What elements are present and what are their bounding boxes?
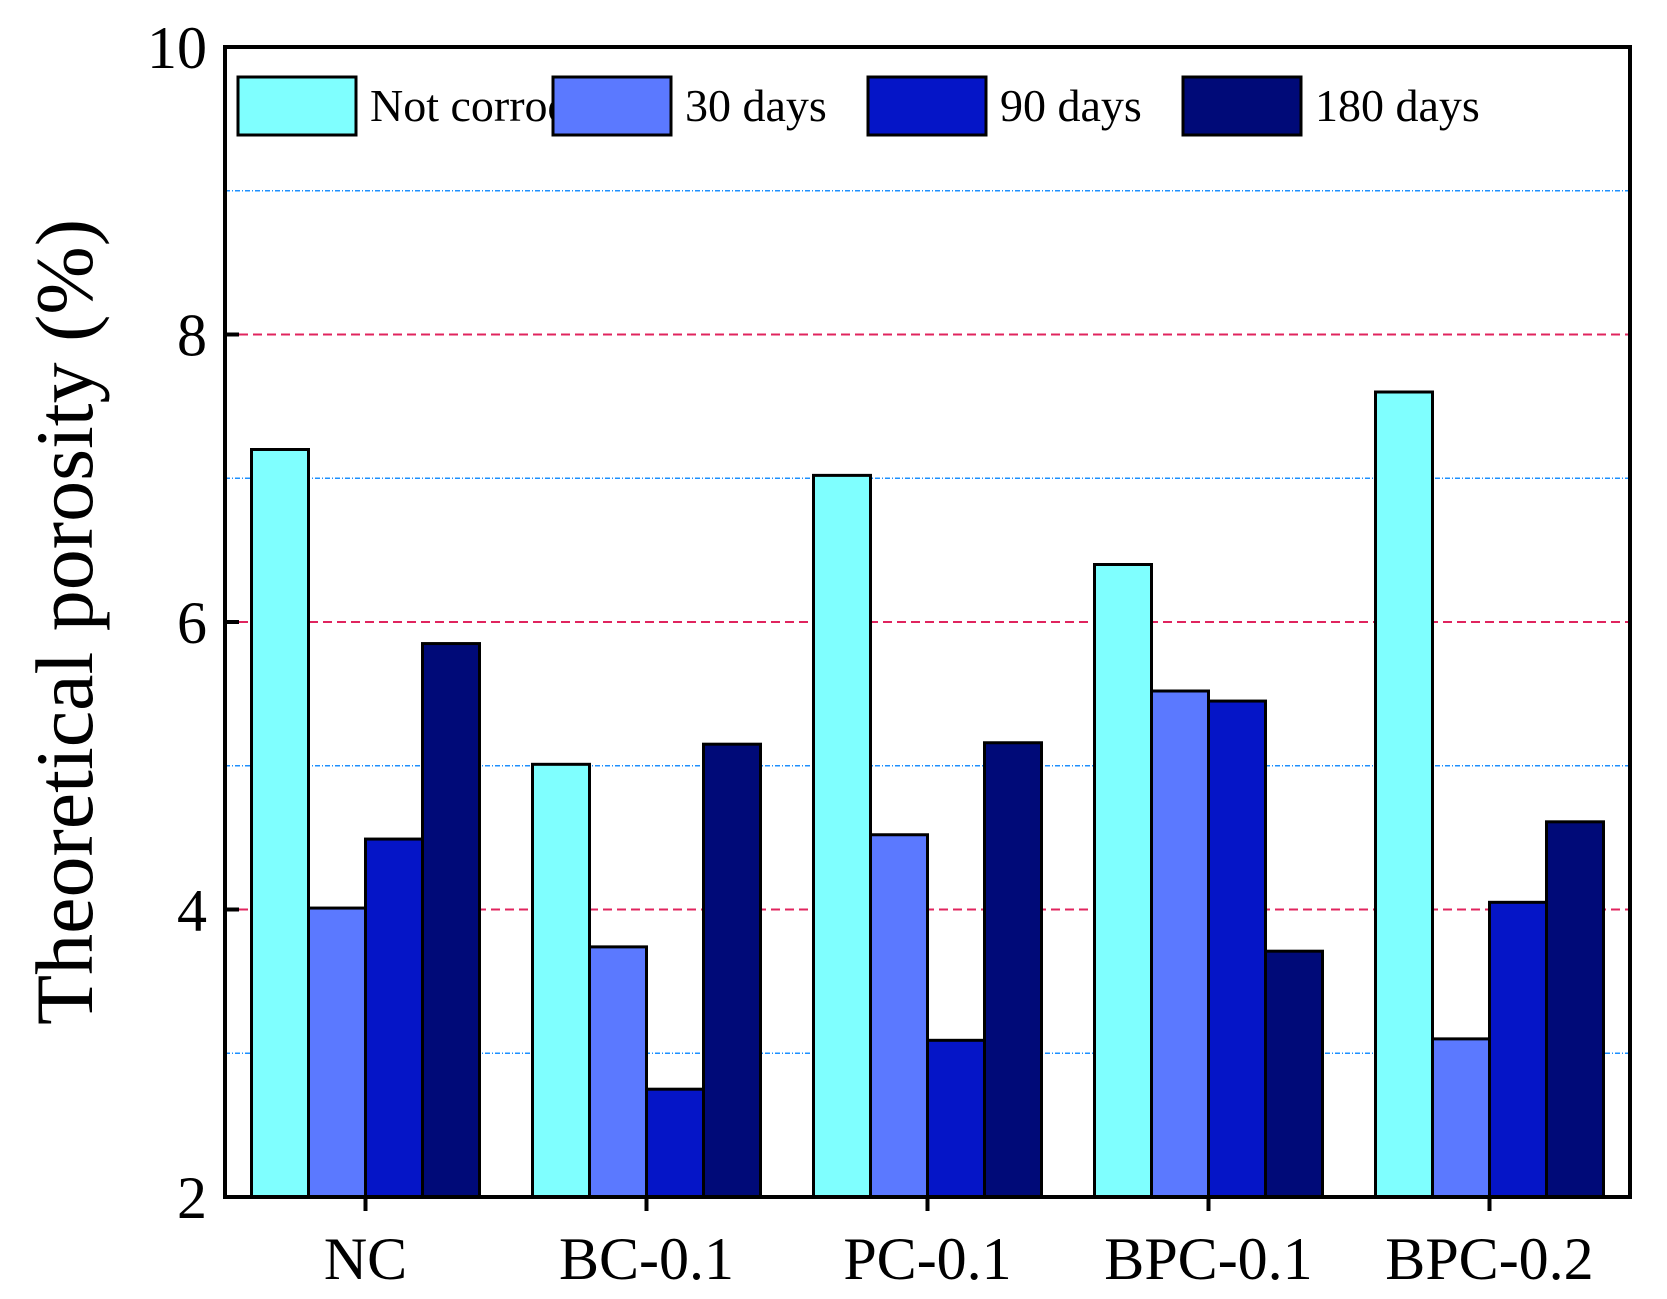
x-axis-ticks: NC BC-0.1 PC-0.1 BPC-0.1 BPC-0.2 bbox=[324, 1197, 1594, 1292]
y-tick-label: 2 bbox=[177, 1165, 207, 1231]
bar-bc-0-1-180-days bbox=[702, 742, 762, 1199]
bar-bpc-0-1-30-days bbox=[1150, 689, 1210, 1199]
bar-bpc-0-2-not-corroded bbox=[1374, 390, 1434, 1199]
bar-pc-0-1-not-corroded bbox=[812, 473, 872, 1199]
bar-nc-90-days bbox=[364, 837, 424, 1199]
x-tick-label: PC-0.1 bbox=[843, 1226, 1011, 1292]
bar-bpc-0-2-180-days bbox=[1545, 820, 1605, 1199]
bar-pc-0-1-180-days bbox=[983, 741, 1043, 1199]
y-tick-label: 6 bbox=[177, 590, 207, 656]
bar-pc-0-1-30-days bbox=[869, 833, 929, 1199]
y-axis-title: Theoretical porosity (%) bbox=[19, 219, 110, 1025]
y-tick-label: 8 bbox=[177, 303, 207, 369]
bars bbox=[250, 390, 1605, 1199]
legend: Not corroded 30 days 90 days 180 days bbox=[236, 75, 1480, 137]
legend-swatch bbox=[866, 75, 988, 137]
legend-label: 30 days bbox=[685, 80, 827, 131]
legend-swatch bbox=[1181, 75, 1303, 137]
bar-nc-180-days bbox=[421, 642, 481, 1199]
x-tick-label: NC bbox=[324, 1226, 407, 1292]
x-tick-label: BC-0.1 bbox=[559, 1226, 734, 1292]
bar-bc-0-1-90-days bbox=[645, 1087, 705, 1199]
bar-nc-not-corroded bbox=[250, 448, 310, 1199]
bar-nc-30-days bbox=[307, 906, 367, 1199]
bar-bpc-0-2-90-days bbox=[1488, 900, 1548, 1199]
bar-pc-0-1-90-days bbox=[926, 1038, 986, 1199]
bar-bpc-0-1-90-days bbox=[1207, 699, 1267, 1199]
y-axis-ticks: 2 4 6 8 10 bbox=[147, 15, 239, 1231]
y-tick-label: 4 bbox=[177, 878, 207, 944]
legend-label: 90 days bbox=[1000, 80, 1142, 131]
bar-bpc-0-1-not-corroded bbox=[1093, 563, 1153, 1199]
y-tick-label: 10 bbox=[147, 15, 207, 81]
bar-bc-0-1-30-days bbox=[588, 945, 648, 1199]
legend-swatch bbox=[551, 75, 673, 137]
legend-swatch bbox=[236, 75, 358, 137]
x-tick-label: BPC-0.2 bbox=[1385, 1226, 1593, 1292]
bar-bpc-0-1-180-days bbox=[1264, 949, 1324, 1199]
bar-bpc-0-2-30-days bbox=[1431, 1037, 1491, 1199]
bar-bc-0-1-not-corroded bbox=[531, 762, 591, 1199]
x-tick-label: BPC-0.1 bbox=[1104, 1226, 1312, 1292]
legend-label: 180 days bbox=[1315, 80, 1480, 131]
